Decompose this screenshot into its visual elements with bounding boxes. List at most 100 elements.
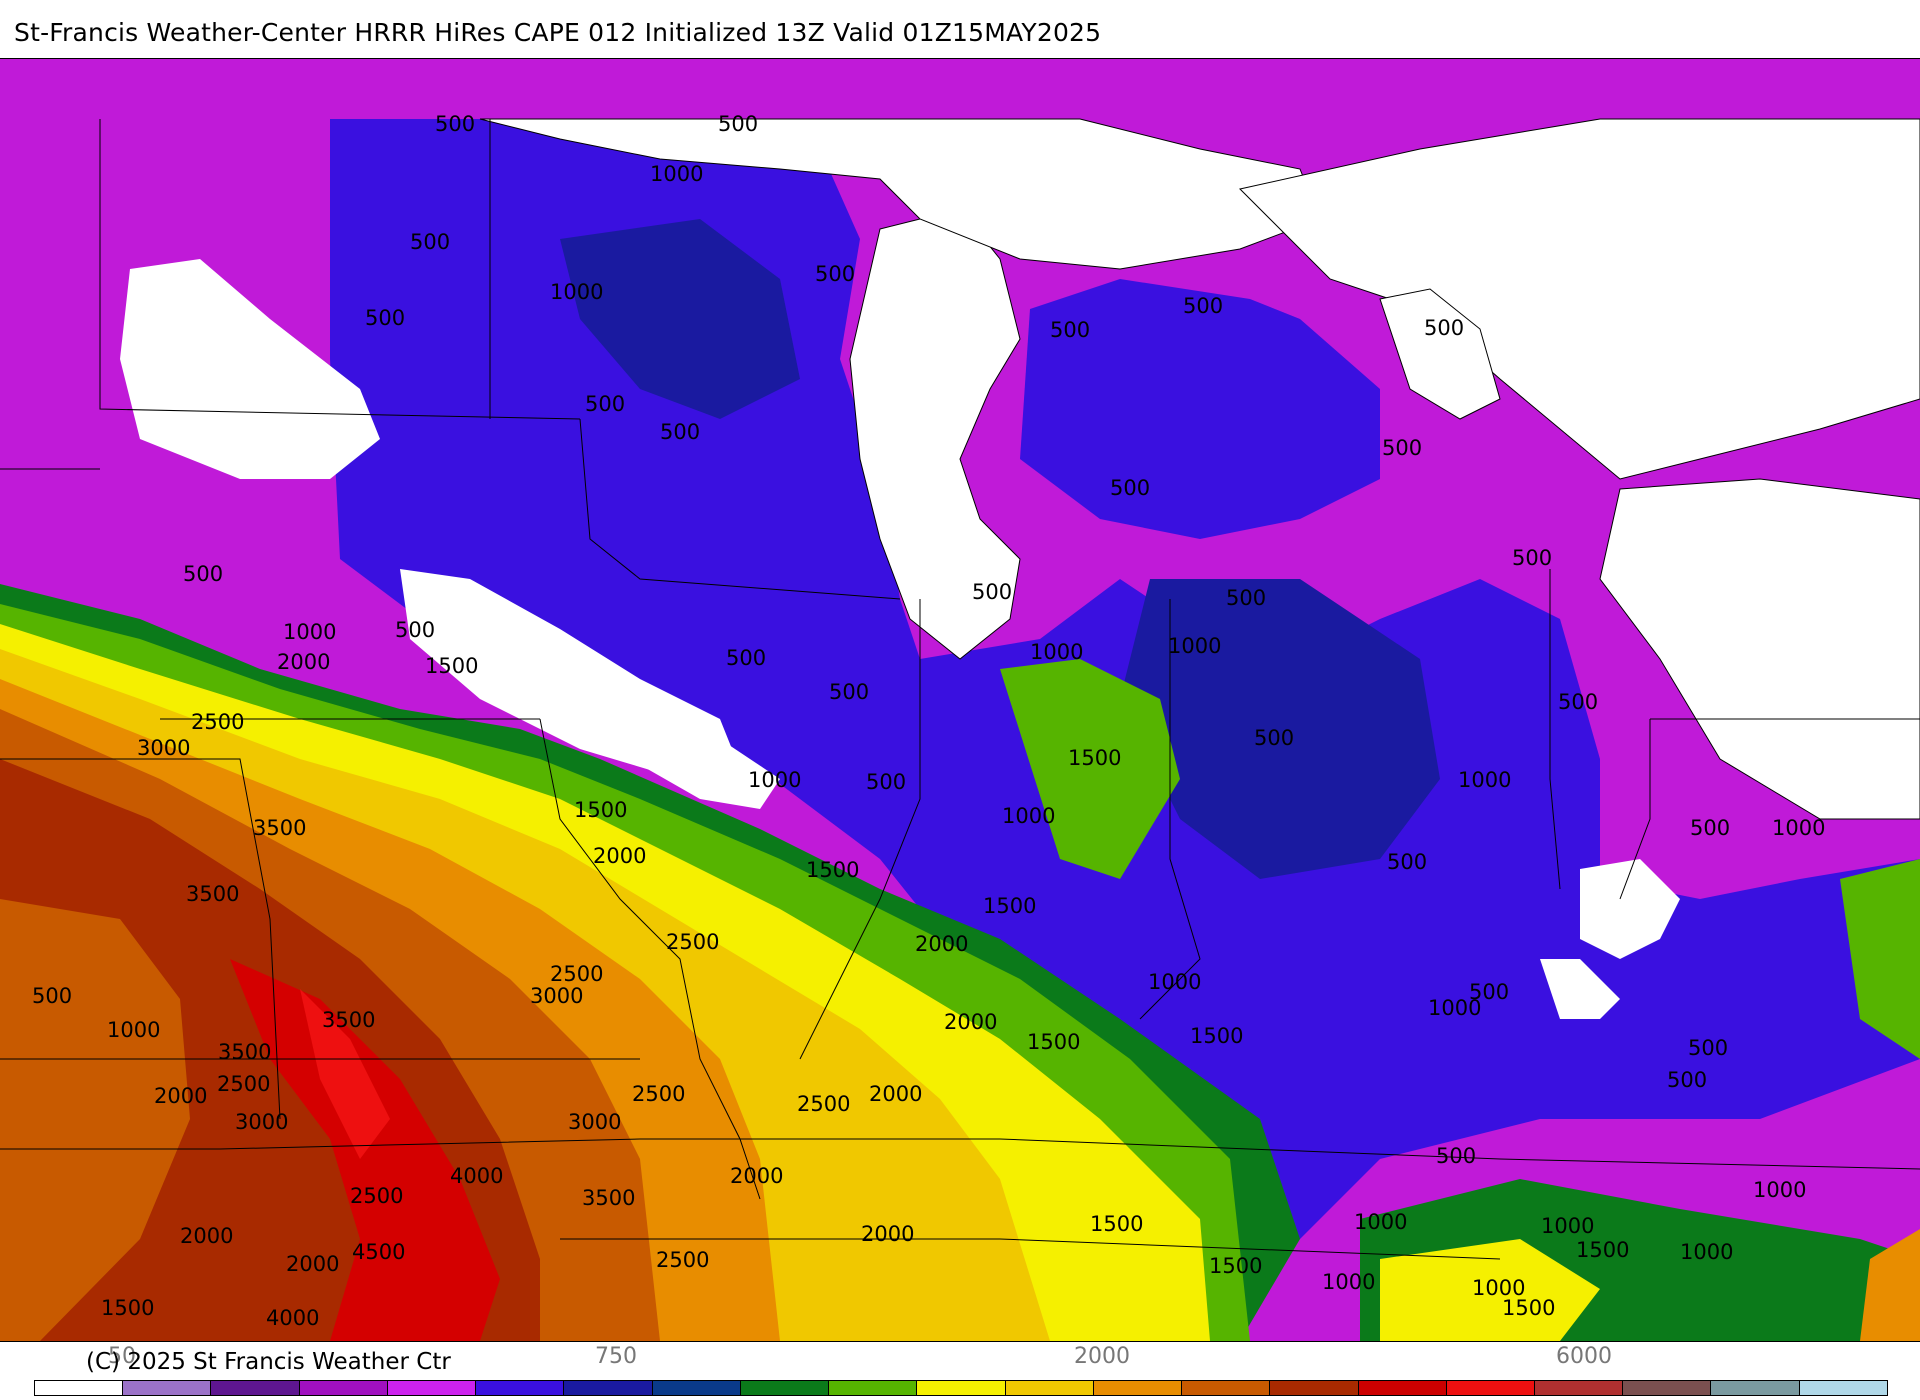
contour-label: 2500 xyxy=(217,1072,270,1096)
contour-label: 1500 xyxy=(1090,1212,1143,1236)
contour-label: 1000 xyxy=(107,1018,160,1042)
border-line xyxy=(1619,719,1651,900)
contour-label: 1000 xyxy=(1030,640,1083,664)
contour-label: 2000 xyxy=(154,1084,207,1108)
contour-label: 500 xyxy=(1688,1036,1728,1060)
contour-label: 1000 xyxy=(1472,1276,1525,1300)
contour-label: 1500 xyxy=(983,894,1036,918)
contour-label: 500 xyxy=(1050,318,1090,342)
contour-label: 1000 xyxy=(1354,1210,1407,1234)
contour-label: 1000 xyxy=(650,162,703,186)
colorbar-swatch xyxy=(123,1381,212,1395)
colorbar-swatch xyxy=(211,1381,300,1395)
contour-label: 3000 xyxy=(568,1110,621,1134)
contour-label: 1500 xyxy=(574,798,627,822)
contour-label: 500 xyxy=(435,112,475,136)
colorbar-swatch xyxy=(1182,1381,1271,1395)
border-line xyxy=(0,758,281,1120)
contour-label: 1000 xyxy=(1002,804,1055,828)
orange-cape-east xyxy=(1860,1229,1920,1341)
contour-label: 1500 xyxy=(1576,1238,1629,1262)
colorbar-swatch xyxy=(740,1381,830,1395)
border-line xyxy=(0,1138,1920,1170)
colorbar-swatch xyxy=(652,1381,741,1395)
contour-label: 1000 xyxy=(1458,768,1511,792)
low-cape-northeast xyxy=(1599,478,1920,820)
contour-label: 500 xyxy=(1387,850,1427,874)
contour-label: 2000 xyxy=(915,932,968,956)
contour-label: 500 xyxy=(1667,1068,1707,1092)
contour-label: 3500 xyxy=(322,1008,375,1032)
colorbar-label: 6000 xyxy=(1556,1344,1612,1369)
contour-label: 500 xyxy=(365,306,405,330)
contour-label: 1000 xyxy=(283,620,336,644)
contour-label: 500 xyxy=(395,618,435,642)
contour-label: 2000 xyxy=(286,1252,339,1276)
contour-label: 2000 xyxy=(180,1224,233,1248)
contour-label: 2500 xyxy=(191,710,244,734)
contour-label: 2500 xyxy=(656,1248,709,1272)
contour-label: 2000 xyxy=(593,844,646,868)
contour-label: 3000 xyxy=(137,736,190,760)
contour-label: 500 xyxy=(829,680,869,704)
contour-label: 1000 xyxy=(1772,816,1825,840)
contour-label: 1000 xyxy=(1168,634,1221,658)
contour-label: 500 xyxy=(183,562,223,586)
colorbar-swatch xyxy=(476,1381,565,1395)
border-line xyxy=(99,119,581,420)
colorbar-label: 750 xyxy=(595,1344,637,1369)
contour-label: 4000 xyxy=(266,1306,319,1330)
contour-label: 1500 xyxy=(806,858,859,882)
contour-label: 1000 xyxy=(1322,1270,1375,1294)
lake-ontario xyxy=(1540,959,1620,1019)
colorbar-swatch xyxy=(1005,1381,1094,1395)
colorbar-swatch xyxy=(1799,1381,1887,1395)
contour-label: 2500 xyxy=(797,1092,850,1116)
colorbar-swatch xyxy=(387,1381,477,1395)
contour-label: 1000 xyxy=(1680,1240,1733,1264)
contour-label: 1500 xyxy=(1209,1254,1262,1278)
contour-labels: 500 500 1000 500 1000 500 500 500 500 50… xyxy=(32,112,1825,1330)
contour-label: 2500 xyxy=(666,930,719,954)
colorbar-swatch xyxy=(1623,1381,1712,1395)
contour-label: 2500 xyxy=(350,1184,403,1208)
contour-label: 2000 xyxy=(944,1010,997,1034)
colorbar-swatch xyxy=(299,1381,388,1395)
colorbar-label: 2000 xyxy=(1074,1344,1130,1369)
cape-colorbar xyxy=(34,1380,1888,1396)
cape-map: 500 500 1000 500 1000 500 500 500 500 50… xyxy=(0,58,1920,1342)
low-cape-area-1 xyxy=(120,259,380,479)
colorbar-swatch xyxy=(917,1381,1006,1395)
map-title: St-Francis Weather-Center HRRR HiRes CAP… xyxy=(14,18,1102,47)
low-cape-area-3 xyxy=(600,679,780,809)
contour-label: 3500 xyxy=(582,1186,635,1210)
border-line xyxy=(1549,569,1561,890)
contour-label: 500 xyxy=(1254,726,1294,750)
contour-label: 500 xyxy=(718,112,758,136)
contour-label: 1500 xyxy=(425,654,478,678)
colorbar-swatch xyxy=(1270,1381,1359,1395)
contour-label: 1500 xyxy=(1190,1024,1243,1048)
lake-erie xyxy=(1580,859,1680,959)
colorbar-swatch xyxy=(1711,1381,1800,1395)
lake-michigan xyxy=(849,208,1021,660)
contour-label: 1000 xyxy=(1428,996,1481,1020)
contour-label: 4000 xyxy=(450,1164,503,1188)
contour-label: 2000 xyxy=(277,650,330,674)
lake-huron-bay xyxy=(1379,288,1501,420)
contour-label: 500 xyxy=(585,392,625,416)
contour-label: 1500 xyxy=(1068,746,1121,770)
contour-label: 3000 xyxy=(235,1110,288,1134)
contour-label: 500 xyxy=(1512,546,1552,570)
colorbar-swatch xyxy=(829,1381,918,1395)
brightred-cape-spot xyxy=(300,989,390,1159)
contour-label: 500 xyxy=(866,770,906,794)
contour-label: 500 xyxy=(1226,586,1266,610)
contour-label: 500 xyxy=(815,262,855,286)
contour-label: 3500 xyxy=(186,882,239,906)
contour-label: 500 xyxy=(660,420,700,444)
contour-label: 3000 xyxy=(530,984,583,1008)
contour-label: 4500 xyxy=(352,1240,405,1264)
contour-label: 1000 xyxy=(1148,970,1201,994)
green-cape-indiana xyxy=(1000,659,1180,879)
